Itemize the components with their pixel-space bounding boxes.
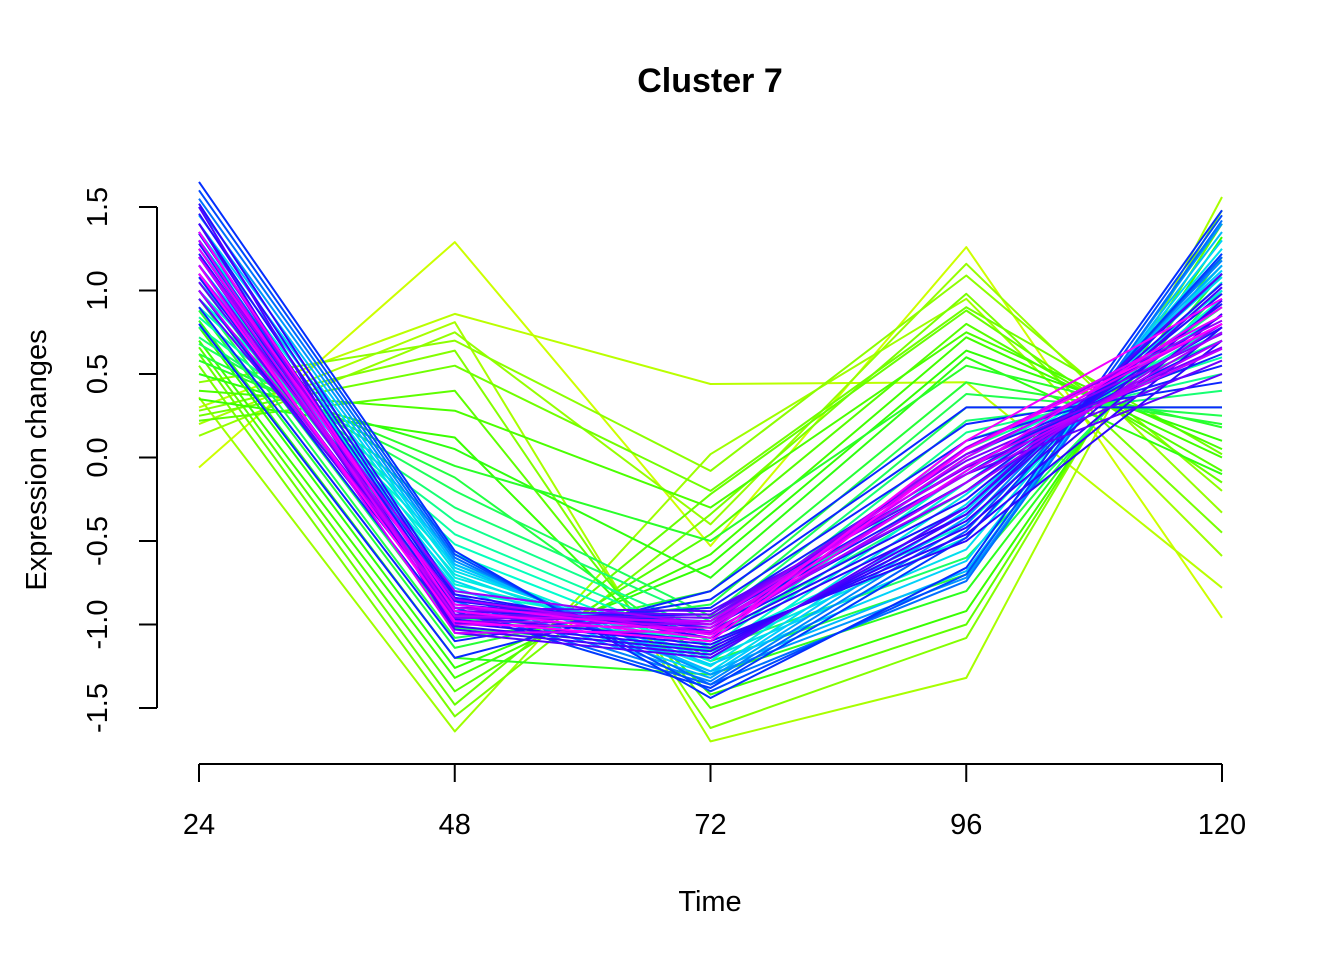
series-line-75 <box>198 289 1223 626</box>
series-line-78 <box>198 264 1223 634</box>
x-tick-label-4: 120 <box>1198 809 1246 841</box>
y-axis-label: Expression changes <box>21 329 53 590</box>
y-tick-label-2: -0.5 <box>82 516 114 566</box>
series-line-3 <box>198 196 1223 743</box>
x-tick-label-3: 96 <box>950 809 982 841</box>
chart-title: Cluster 7 <box>637 62 783 100</box>
series-line-73 <box>198 256 1223 626</box>
series-line-19 <box>198 359 1223 542</box>
y-tick-label-5: 1.0 <box>82 270 114 310</box>
series-line-22 <box>198 298 1223 639</box>
x-axis-label: Time <box>678 886 741 918</box>
x-tick-label-1: 48 <box>439 809 471 841</box>
series-line-80 <box>198 231 1223 639</box>
series-line-9 <box>198 306 1223 492</box>
series-line-48 <box>198 189 1223 693</box>
series-line-6 <box>198 274 1223 492</box>
y-tick-label-6: 1.5 <box>82 187 114 227</box>
series-line-74 <box>198 273 1223 634</box>
series-line-11 <box>198 223 1223 709</box>
series-line-13 <box>198 331 1223 509</box>
series-line-16 <box>198 326 1223 669</box>
series-line-14 <box>198 336 1223 679</box>
series-line-2 <box>198 312 1223 589</box>
x-tick-label-0: 24 <box>183 809 215 841</box>
series-line-7 <box>198 209 1223 729</box>
y-axis: -1.5 -1.0 -0.5 0.0 0.5 1.0 1.5 <box>82 187 158 733</box>
series-line-81 <box>198 273 1223 643</box>
series-layer <box>198 181 1223 743</box>
y-tick-label-3: 0.0 <box>82 437 114 477</box>
series-line-12 <box>198 322 1223 693</box>
series-line-10 <box>198 309 1223 706</box>
x-axis: 24 48 72 96 120 <box>183 763 1246 841</box>
y-tick-label-0: -1.5 <box>82 683 114 733</box>
x-tick-label-2: 72 <box>694 809 726 841</box>
series-line-77 <box>198 239 1223 629</box>
series-line-4 <box>198 297 1223 733</box>
y-tick-label-4: 0.5 <box>82 354 114 394</box>
series-line-24 <box>198 289 1223 651</box>
series-line-52 <box>198 306 1223 643</box>
y-tick-label-1: -1.0 <box>82 600 114 650</box>
